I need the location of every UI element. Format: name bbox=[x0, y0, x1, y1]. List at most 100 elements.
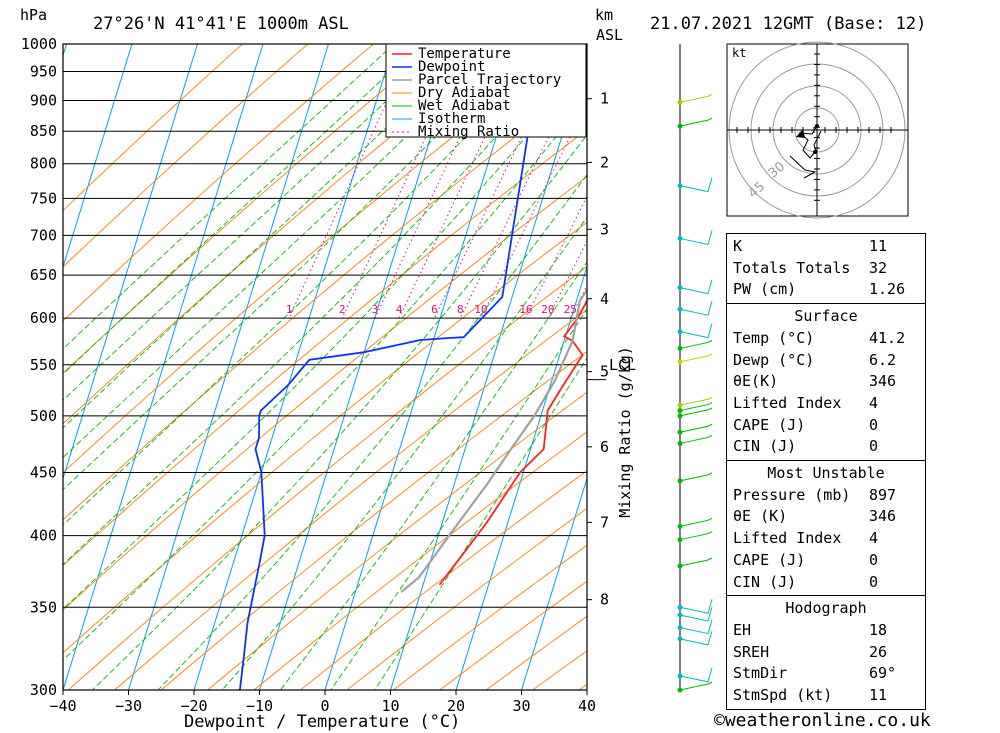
wind-barb bbox=[679, 323, 713, 339]
mixing-ratio-label: 6 bbox=[431, 303, 438, 316]
pressure-tick-label: 850 bbox=[30, 122, 57, 140]
mu-li-label: Lifted Index bbox=[733, 529, 842, 548]
mixing-ratio-line bbox=[569, 284, 587, 319]
wind-barb bbox=[679, 557, 713, 567]
km-tick-label: 6 bbox=[600, 438, 609, 456]
dry-adiabat-line bbox=[63, 44, 571, 474]
hodograph-trace bbox=[798, 125, 822, 159]
isotherm-line bbox=[259, 44, 460, 690]
pw-label: PW (cm) bbox=[733, 280, 797, 299]
km-unit-label: km bbox=[595, 6, 613, 24]
mixing-ratio-label: 10 bbox=[474, 303, 487, 316]
surface-theta-label: θE(K) bbox=[733, 372, 779, 391]
legend-dry-adiabat: Dry Adiabat bbox=[418, 85, 511, 101]
wet-adiabat-line bbox=[330, 308, 587, 690]
wind-barb bbox=[679, 117, 713, 127]
pressure-tick-label: 550 bbox=[30, 356, 57, 374]
surface-cape-value: 0 bbox=[869, 415, 879, 434]
most-unstable-title: Most Unstable bbox=[767, 464, 885, 483]
x-tick-label: −20 bbox=[180, 697, 207, 715]
pressure-tick-label: 650 bbox=[30, 266, 57, 284]
stmspd-label: StmSpd (kt) bbox=[733, 686, 833, 705]
wet-adiabat-line bbox=[63, 44, 447, 401]
surface-box: Surface Temp (°C) 41.2 Dewp (°C) 6.2 θE(K)… bbox=[726, 303, 926, 462]
sreh-value: 26 bbox=[869, 642, 888, 661]
hodograph: kt 30 45 bbox=[726, 41, 909, 219]
pressure-tick-label: 350 bbox=[30, 598, 57, 616]
pressure-unit-label: hPa bbox=[20, 6, 47, 24]
pressure-tick-label: 900 bbox=[30, 92, 57, 110]
dry-adiabat-line bbox=[346, 507, 587, 690]
surface-cape-label: CAPE (J) bbox=[733, 415, 806, 434]
wind-barb bbox=[679, 353, 713, 363]
surface-theta-value: 346 bbox=[869, 372, 897, 391]
wet-adiabat-line bbox=[280, 261, 587, 690]
surface-cin-value: 0 bbox=[869, 437, 879, 456]
x-tick-label: 30 bbox=[512, 697, 530, 715]
surface-dewp-label: Dewp (°C) bbox=[733, 350, 815, 369]
mu-cape-label: CAPE (J) bbox=[733, 550, 806, 569]
wind-barb bbox=[679, 93, 713, 103]
temperature-line bbox=[438, 298, 587, 586]
hodograph-mean-dot bbox=[813, 150, 817, 154]
surface-cin-label: CIN (J) bbox=[733, 437, 797, 456]
isotherm-line bbox=[324, 44, 526, 690]
wet-adiabat-line bbox=[63, 44, 578, 566]
dry-adiabat-line bbox=[63, 44, 440, 374]
wind-barb bbox=[679, 177, 713, 193]
surface-dewp-value: 6.2 bbox=[869, 350, 897, 369]
x-tick-label: 10 bbox=[381, 697, 399, 715]
legend-isotherm: Isotherm bbox=[418, 111, 485, 127]
x-tick-label: −40 bbox=[49, 697, 76, 715]
hodograph-storm-marker bbox=[796, 129, 805, 138]
pressure-tick-label: 300 bbox=[30, 681, 57, 699]
surface-temp-label: Temp (°C) bbox=[733, 328, 815, 347]
isotherm-line bbox=[0, 44, 1, 690]
mu-li-value: 4 bbox=[869, 529, 879, 548]
wind-barb bbox=[679, 396, 713, 406]
isotherm-line bbox=[193, 44, 395, 690]
dry-adiabat-line bbox=[63, 44, 505, 425]
mu-theta-label: θE (K) bbox=[733, 507, 788, 526]
surface-title: Surface bbox=[794, 307, 858, 326]
hodograph-origin-dot bbox=[815, 124, 819, 128]
legend-mixing-ratio: Mixing Ratio bbox=[418, 124, 519, 140]
pressure-tick-label: 600 bbox=[30, 309, 57, 327]
pw-value: 1.26 bbox=[869, 280, 906, 299]
lcl-label: LCL bbox=[609, 356, 636, 374]
pressure-tick-label: 950 bbox=[30, 63, 57, 81]
isotherm-line bbox=[128, 44, 329, 690]
stats-panel: K 11 Totals Totals 32 PW (cm) 1.26 Surface … bbox=[726, 233, 926, 710]
stmspd-value: 11 bbox=[869, 686, 888, 705]
wet-adiabat-line bbox=[63, 97, 587, 661]
pressure-tick-label: 700 bbox=[30, 226, 57, 244]
isotherm-line bbox=[521, 476, 587, 690]
x-tick-label: −30 bbox=[115, 697, 142, 715]
x-tick-label: 40 bbox=[578, 697, 596, 715]
pressure-tick-label: 450 bbox=[30, 463, 57, 481]
parcel-trajectory-line bbox=[400, 288, 587, 594]
dry-adiabat-line bbox=[207, 391, 587, 690]
mixing-ratio-label: 16 bbox=[519, 303, 532, 316]
dry-adiabat-line bbox=[114, 309, 587, 690]
indices-box: K 11 Totals Totals 32 PW (cm) 1.26 bbox=[726, 233, 926, 305]
wind-barb bbox=[679, 407, 713, 417]
eh-label: EH bbox=[733, 620, 752, 639]
datetime-label: 21.07.2021 12GMT (Base: 12) bbox=[650, 14, 926, 34]
mu-cin-value: 0 bbox=[869, 572, 879, 591]
surface-temp-value: 41.2 bbox=[869, 328, 906, 347]
x-tick-label: 0 bbox=[320, 697, 329, 715]
wind-barb bbox=[679, 434, 713, 444]
credit-link[interactable]: ©weatheronline.co.uk bbox=[714, 710, 931, 731]
wind-barb bbox=[679, 279, 713, 295]
tt-label: Totals Totals bbox=[733, 258, 851, 277]
hodograph-unit-label: kt bbox=[732, 46, 746, 60]
dry-adiabat-line bbox=[253, 431, 587, 690]
wind-barb bbox=[679, 230, 713, 246]
isotherm-line bbox=[455, 265, 587, 690]
x-tick-label: −10 bbox=[246, 697, 273, 715]
surface-li-label: Lifted Index bbox=[733, 393, 842, 412]
wet-adiabat-line bbox=[63, 44, 395, 350]
mixing-ratio-label: 1 bbox=[286, 303, 293, 316]
mixing-ratio-label: 4 bbox=[396, 303, 403, 316]
